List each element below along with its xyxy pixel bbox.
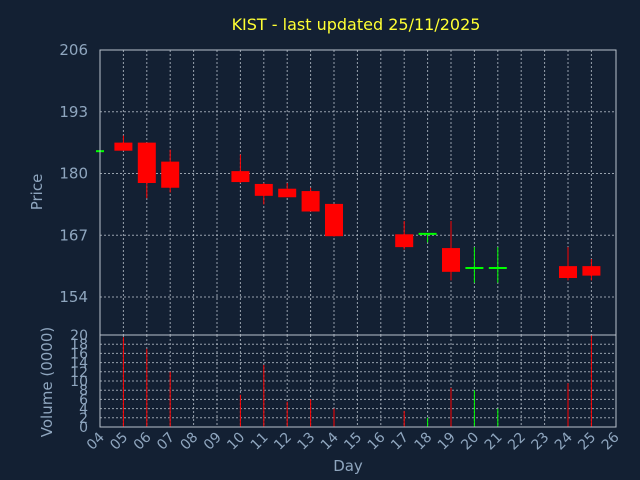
x-tick-label: 13 [295, 430, 319, 454]
price-tick-label: 154 [59, 288, 88, 306]
x-tick-label: 09 [201, 430, 225, 454]
candle-body [325, 203, 343, 237]
x-tick-label: 11 [248, 430, 272, 454]
x-tick-label: 05 [107, 430, 131, 454]
candle-body [114, 142, 133, 151]
candle-body [231, 171, 250, 183]
price-tick-label: 193 [59, 103, 88, 121]
volume-tick-label: 2 [79, 411, 88, 427]
volume-tick-label: 18 [70, 337, 88, 353]
x-tick-label: 21 [482, 430, 506, 454]
price-grid [100, 50, 616, 335]
x-tick-label: 12 [271, 430, 295, 454]
volume-bars [122, 335, 592, 427]
x-tick-label: 25 [575, 430, 599, 454]
candle-body [161, 161, 180, 188]
x-tick-label: 08 [178, 430, 202, 454]
x-tick-label: 20 [458, 430, 482, 454]
x-tick-label: 06 [131, 429, 155, 453]
volume-tick-label: 4 [79, 402, 88, 418]
candle-body [395, 234, 414, 248]
x-tick-label: 24 [552, 429, 576, 453]
x-tick-label: 14 [318, 429, 342, 453]
volume-tick-label: 14 [70, 356, 88, 372]
volume-axis-label: Volume (0000) [38, 327, 56, 437]
price-panel-frame [99, 49, 617, 336]
x-tick-label: 15 [341, 430, 365, 454]
candle-body [278, 188, 297, 198]
candle-body [254, 183, 273, 196]
price-tick-labels: 154 167 180 193 206 [59, 41, 88, 306]
x-tick-label: 17 [388, 430, 412, 454]
x-tick-label: 23 [529, 430, 553, 454]
candle-body [301, 191, 320, 212]
volume-grid [100, 335, 616, 427]
volume-tick-label: 20 [70, 328, 88, 344]
price-axis-label: Price [28, 174, 46, 211]
volume-panel-frame [99, 334, 617, 428]
x-tick-label: 26 [599, 429, 623, 453]
candles [96, 135, 601, 283]
candle-body [559, 266, 577, 278]
x-tick-label: 18 [412, 430, 436, 454]
price-tick-label: 180 [59, 165, 88, 183]
x-axis-label: Day [333, 457, 363, 475]
x-tick-label: 07 [154, 430, 178, 454]
x-tick-label: 19 [435, 430, 459, 454]
volume-tick-label: 10 [70, 374, 88, 390]
candle-body [442, 248, 460, 272]
volume-tick-label: 8 [79, 383, 88, 399]
volume-tick-label: 16 [70, 346, 88, 362]
x-tick-label: 16 [365, 429, 389, 453]
candle-body [582, 266, 601, 276]
price-tick-label: 167 [59, 226, 88, 244]
volume-tick-label: 0 [79, 420, 88, 436]
x-tick-label: 22 [505, 430, 529, 454]
candle-body [137, 142, 156, 183]
volume-tick-label: 12 [70, 365, 88, 381]
price-tick-label: 206 [59, 41, 88, 59]
chart-title: KIST - last updated 25/11/2025 [232, 15, 481, 34]
volume-tick-label: 6 [79, 392, 88, 408]
x-tick-labels: 04 05 06 07 08 09 10 11 12 13 14 15 16 17 18 19 20 21 22 23… [84, 429, 623, 453]
x-tick-label: 10 [224, 430, 248, 454]
